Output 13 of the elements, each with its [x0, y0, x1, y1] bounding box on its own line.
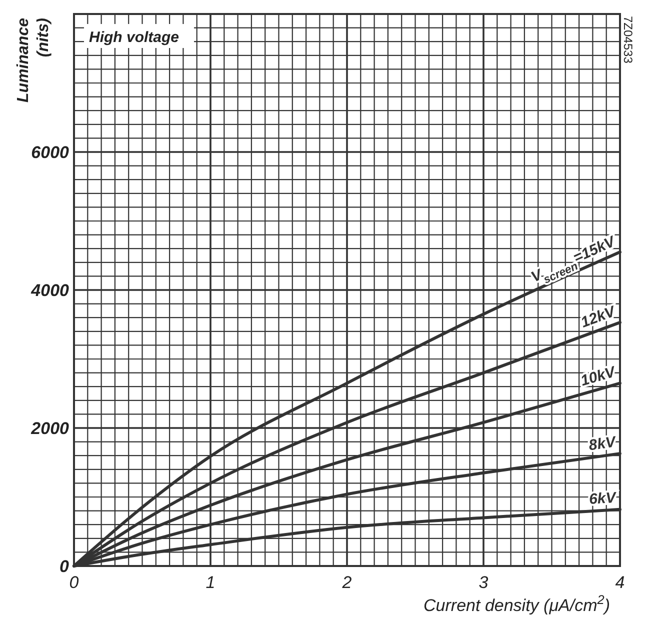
y-tick-label: 2000 [30, 419, 70, 438]
x-axis-title: Current density (μA/cm$^{2}$) [424, 592, 610, 615]
x-tick-label: 2 [341, 573, 352, 592]
y-axis-title: Luminance (nits) [15, 18, 52, 102]
x-tick-label: 3 [478, 573, 489, 592]
text: 10kV [578, 363, 620, 390]
y-tick-label: 0 [60, 557, 70, 576]
text: 7Z04533 [621, 16, 635, 64]
y-tick-label: 6000 [31, 143, 70, 162]
x-tick-label: 1 [206, 573, 216, 592]
annotation: High voltage [89, 29, 180, 46]
x-tick-label: 4 [615, 573, 625, 592]
y-tick-label: 4000 [30, 281, 70, 300]
